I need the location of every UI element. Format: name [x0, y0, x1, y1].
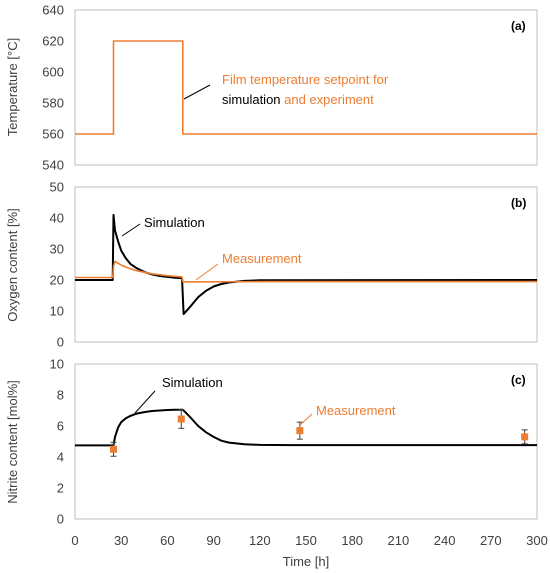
panel-c-simulation-label: Simulation [162, 375, 223, 390]
panel-c-measurement-label: Measurement [316, 403, 396, 418]
panel-c-ylabel: Nitrite content [mol%] [5, 380, 20, 504]
panel-c: 0 2 4 6 8 10 (c) Nitrite content [mol%] Simul… [5, 357, 538, 527]
x-tick-label: 120 [249, 533, 271, 548]
panel-c-y-tick-label: 8 [57, 388, 64, 403]
panel-b-measurement-leader [195, 263, 219, 281]
panel-b-letter: (b) [511, 196, 526, 210]
panel-a-y-tick-label: 540 [42, 158, 64, 173]
panel-c-y-ticks: 0 2 4 6 8 10 [50, 357, 64, 527]
panel-a-y-tick-label: 600 [42, 65, 64, 80]
panel-c-measurement-leader [299, 413, 313, 426]
panel-a-frame [74, 9, 538, 166]
panel-c-frame [74, 363, 538, 520]
panel-c-y-tick-label: 0 [57, 512, 64, 527]
x-tick-label: 0 [71, 533, 78, 548]
panel-c-measurement-point [521, 433, 529, 441]
panel-c-measurement-point [110, 445, 117, 453]
panel-c-y-tick-label: 2 [57, 481, 64, 496]
panel-b-measurement-label: Measurement [222, 251, 302, 266]
panel-c-y-tick-label: 10 [50, 357, 64, 372]
panel-b-y-tick-label: 0 [57, 335, 64, 350]
x-tick-label: 60 [160, 533, 174, 548]
panel-a-y-ticks: 540 560 580 600 620 640 [42, 3, 64, 173]
panel-b: 0 10 20 30 40 50 (b) Oxygen content [%] Simul… [5, 180, 538, 350]
panel-c-simulation-leader [134, 390, 156, 414]
panel-c-simulation-line [75, 408, 537, 447]
x-tick-label: 300 [526, 533, 548, 548]
x-tick-label: 150 [295, 533, 317, 548]
panel-a-annotation-experiment-words: and experiment [281, 92, 375, 107]
x-tick-label: 270 [480, 533, 502, 548]
panel-a-annotation-line-2: simulation and experiment [222, 92, 374, 107]
panel-c-measurement-point [296, 427, 304, 435]
panel-a-y-tick-label: 560 [42, 127, 64, 142]
x-axis-ticks: 0 30 60 90 120 150 180 210 240 270 300 [71, 533, 547, 548]
panel-b-y-tick-label: 50 [50, 180, 64, 195]
panel-c-y-tick-label: 4 [57, 450, 64, 465]
panel-b-y-tick-label: 30 [50, 242, 64, 257]
x-tick-label: 210 [388, 533, 410, 548]
panel-a-film-line [75, 40, 537, 135]
panel-b-simulation-leader [121, 223, 141, 237]
panel-c-measurement-point [177, 415, 185, 423]
panel-a-y-tick-label: 580 [42, 96, 64, 111]
x-tick-label: 180 [341, 533, 363, 548]
panel-b-y-tick-label: 20 [50, 273, 64, 288]
panel-a-y-tick-label: 640 [42, 3, 64, 18]
x-tick-label: 90 [206, 533, 220, 548]
x-axis-label: Time [h] [283, 554, 329, 569]
x-tick-label: 240 [434, 533, 456, 548]
panel-c-y-tick-label: 6 [57, 419, 64, 434]
panel-c-series [75, 408, 537, 457]
panel-b-y-ticks: 0 10 20 30 40 50 [50, 180, 64, 350]
panel-b-measurement-line [75, 260, 537, 283]
panel-b-y-tick-label: 40 [50, 211, 64, 226]
panel-b-ylabel: Oxygen content [%] [5, 208, 20, 321]
panel-b-y-tick-label: 10 [50, 304, 64, 319]
panel-a-series [75, 40, 537, 135]
panel-c-letter: (c) [511, 373, 526, 387]
panel-a-annotation-simulation-word: simulation [222, 92, 281, 107]
x-tick-label: 30 [114, 533, 128, 548]
panel-b-simulation-line [75, 213, 538, 316]
panel-a-annotation-line-1: Film temperature setpoint for [222, 72, 389, 87]
panel-a-y-tick-label: 620 [42, 34, 64, 49]
panel-a-ylabel: Temperature [°C] [5, 38, 20, 136]
panel-b-frame [74, 186, 538, 343]
panel-b-simulation-label: Simulation [144, 215, 205, 230]
panel-b-series [75, 213, 538, 316]
panel-a-letter: (a) [511, 19, 526, 33]
panel-a-annotation-leader [183, 84, 211, 100]
